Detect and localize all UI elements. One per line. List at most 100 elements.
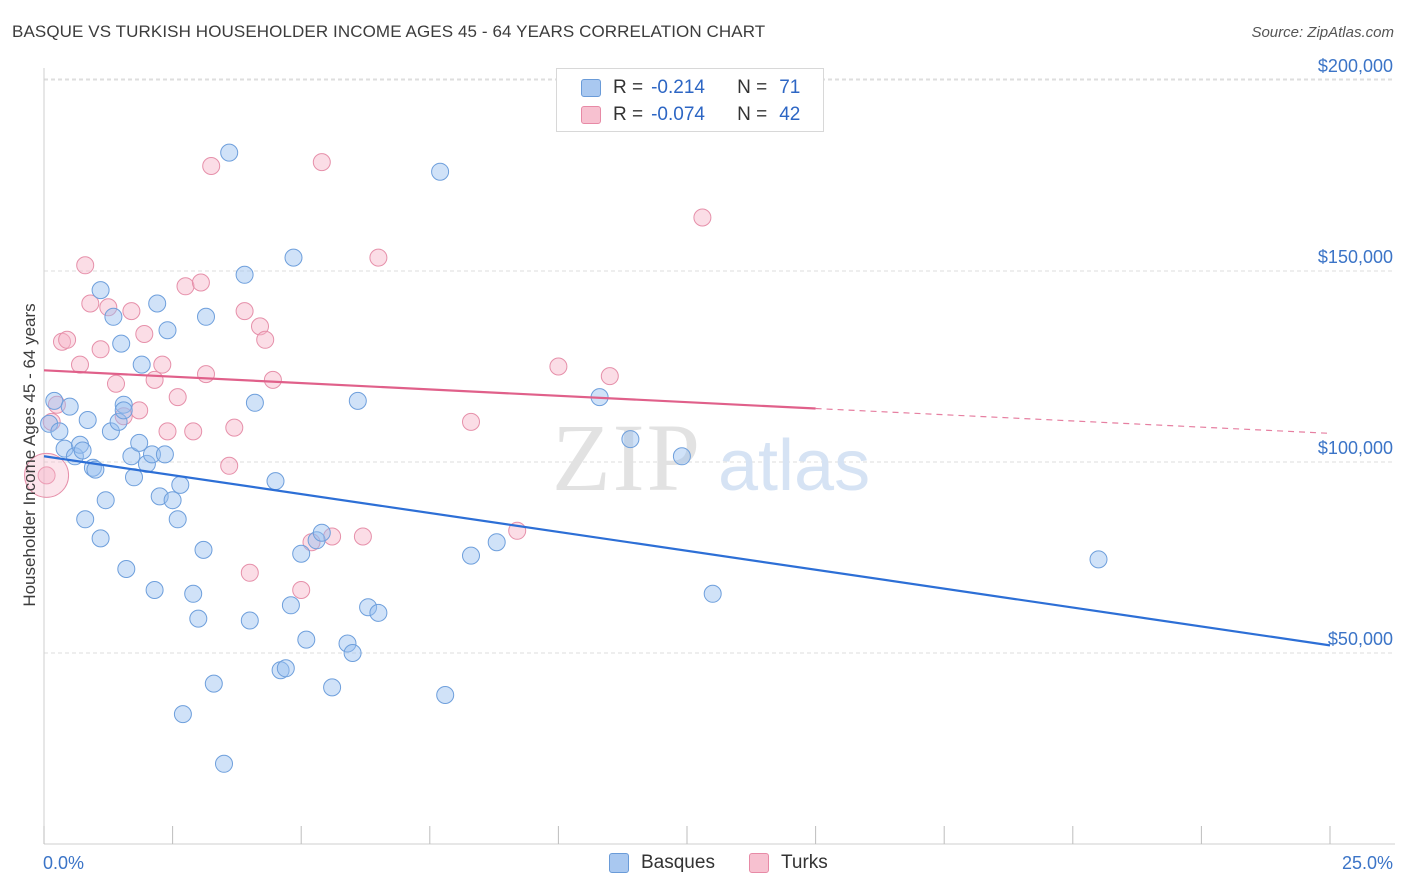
- basque-point: [184, 584, 203, 603]
- turk-point: [153, 355, 172, 374]
- turk-trend-line-extension: [815, 407, 1331, 434]
- turk-point: [323, 527, 342, 546]
- basque-point: [672, 447, 691, 466]
- turk-point: [220, 456, 239, 475]
- basque-point: [91, 529, 110, 548]
- basque-point: [235, 265, 254, 284]
- basque-point: [292, 544, 311, 563]
- basque-point: [215, 754, 233, 773]
- turk-point: [693, 208, 712, 227]
- basque-point: [703, 584, 722, 603]
- turk-point: [168, 388, 187, 407]
- basque-point: [431, 162, 450, 181]
- basque-trend-line: [43, 455, 1331, 647]
- basque-point: [348, 391, 367, 410]
- turk-point: [37, 466, 56, 485]
- legend-r-label: R =: [613, 104, 644, 125]
- basques-swatch: [581, 79, 601, 97]
- turk-point: [225, 418, 244, 437]
- basque-point: [171, 475, 190, 494]
- turk-point: [549, 357, 568, 376]
- turk-point: [135, 325, 154, 343]
- basque-point: [487, 533, 506, 552]
- turk-point: [202, 157, 221, 175]
- basque-point: [312, 523, 331, 542]
- turk-point: [600, 367, 619, 386]
- legend-r-value: -0.214: [651, 77, 705, 98]
- basque-point: [145, 581, 164, 599]
- basque-point: [359, 598, 378, 617]
- turk-point: [58, 330, 77, 349]
- turk-point: [191, 273, 210, 292]
- turk-point: [292, 581, 311, 599]
- basque-point: [621, 430, 640, 449]
- turk-point: [462, 412, 480, 431]
- basque-point: [55, 439, 74, 458]
- turks-swatch: [581, 106, 601, 124]
- basque-point: [194, 540, 213, 559]
- legend-r-value: -0.074: [651, 104, 705, 125]
- turk-point: [91, 340, 110, 359]
- turk-point: [251, 317, 269, 336]
- x-tick-label: 0.0%: [43, 853, 84, 873]
- legend-r-label: R =: [613, 77, 644, 98]
- basque-point: [173, 705, 192, 724]
- basque-point: [436, 686, 455, 704]
- basque-point: [40, 414, 59, 433]
- basque-point: [143, 445, 161, 464]
- basque-point: [50, 422, 69, 441]
- basque-point: [60, 397, 79, 416]
- basque-point: [104, 307, 123, 326]
- legend-item-basques[interactable]: Basques: [609, 852, 715, 874]
- basque-point: [117, 560, 136, 578]
- basque-point: [148, 294, 167, 313]
- basque-point: [281, 596, 300, 615]
- legend-item-turks[interactable]: Turks: [749, 852, 828, 874]
- turk-point: [353, 527, 372, 546]
- chart-title: BASQUE VS TURKISH HOUSEHOLDER INCOME AGE…: [12, 22, 766, 41]
- trend-lines: [43, 369, 1331, 647]
- turk-point: [42, 412, 61, 431]
- turk-point: [158, 422, 177, 441]
- legend-n-value: 42: [779, 104, 801, 125]
- y-tick-label: $50,000: [1328, 629, 1393, 649]
- basque-point: [158, 321, 177, 340]
- basque-point: [122, 447, 141, 466]
- basque-point: [114, 395, 133, 414]
- turk-point: [197, 365, 215, 384]
- turk-point: [256, 330, 275, 349]
- basque-point: [132, 355, 151, 374]
- basque-point: [245, 393, 264, 412]
- chart-source: Source: ZipAtlas.com: [1251, 24, 1394, 41]
- watermark-atlas: atlas: [718, 426, 870, 506]
- legend-n-value: 71: [779, 77, 801, 98]
- basque-point: [78, 411, 97, 429]
- turk-point: [176, 277, 195, 296]
- basque-point: [114, 401, 133, 420]
- turk-point: [369, 248, 388, 267]
- turks-legend-swatch: [749, 853, 769, 873]
- y-axis-label: Householder Income Ages 45 - 64 years: [20, 303, 39, 606]
- turk-point: [240, 563, 259, 582]
- basque-point: [220, 143, 239, 162]
- turk-points: [24, 153, 712, 599]
- turk-point: [235, 302, 254, 321]
- turk-point: [99, 298, 118, 317]
- turk-point: [71, 355, 89, 374]
- turks-legend-label: Turks: [781, 852, 828, 873]
- turk-trend-line: [43, 369, 816, 410]
- basque-point: [96, 491, 115, 510]
- y-tick-label: $100,000: [1318, 438, 1393, 458]
- y-tick-label: $200,000: [1318, 56, 1393, 76]
- basque-point: [168, 510, 187, 529]
- legend-n-label: N =: [737, 104, 768, 125]
- legend-row-basques: R = -0.214 N = 71: [581, 75, 800, 101]
- legend-row-turks: R = -0.074 N = 42: [581, 102, 800, 128]
- basque-point: [45, 391, 64, 410]
- basque-point: [76, 510, 95, 529]
- y-tick-label: $150,000: [1318, 247, 1393, 267]
- basque-point: [109, 412, 128, 431]
- turk-point: [122, 302, 141, 321]
- basque-point: [91, 281, 110, 300]
- basque-point: [462, 546, 480, 565]
